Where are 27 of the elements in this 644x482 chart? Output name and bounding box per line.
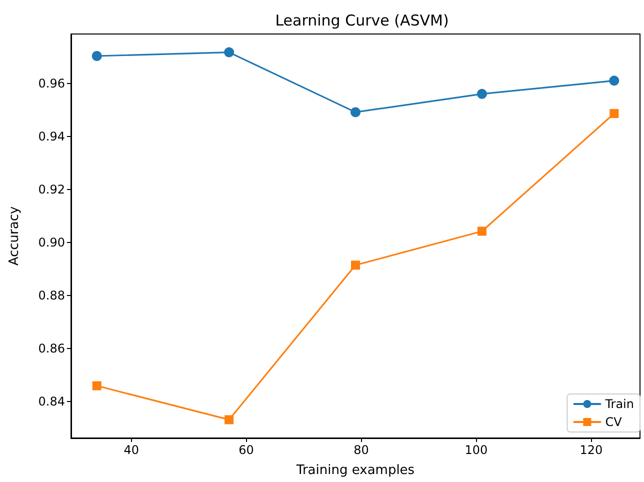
point <box>476 88 487 99</box>
point <box>224 415 234 424</box>
point <box>609 76 620 86</box>
point <box>610 109 619 118</box>
y-tick-label: 0.94 <box>38 130 65 144</box>
y-tick-label: 0.96 <box>38 76 65 91</box>
legend-label: Train <box>604 397 634 411</box>
x-tick-label: 40 <box>124 443 139 457</box>
point <box>92 51 102 61</box>
y-tick-label: 0.86 <box>38 342 65 356</box>
point <box>224 47 234 58</box>
y-tick-label: 0.84 <box>38 394 65 409</box>
y-tick-label: 0.92 <box>38 182 65 197</box>
chart-title: Learning Curve (ASVM) <box>275 12 449 30</box>
x-tick-label: 120 <box>580 443 603 457</box>
x-tick-label: 100 <box>464 443 488 457</box>
point <box>92 381 102 390</box>
y-tick-label: 0.88 <box>38 288 65 303</box>
y-axis-title: Accuracy <box>7 206 22 266</box>
y-tick-label: 0.90 <box>38 236 65 250</box>
point <box>477 226 486 236</box>
x-tick-label: 80 <box>354 443 369 457</box>
point <box>351 260 360 270</box>
legend-label: CV <box>605 415 623 429</box>
x-axis-title: Training examples <box>295 463 415 478</box>
x-tick-label: 60 <box>238 443 254 457</box>
point <box>350 107 360 118</box>
